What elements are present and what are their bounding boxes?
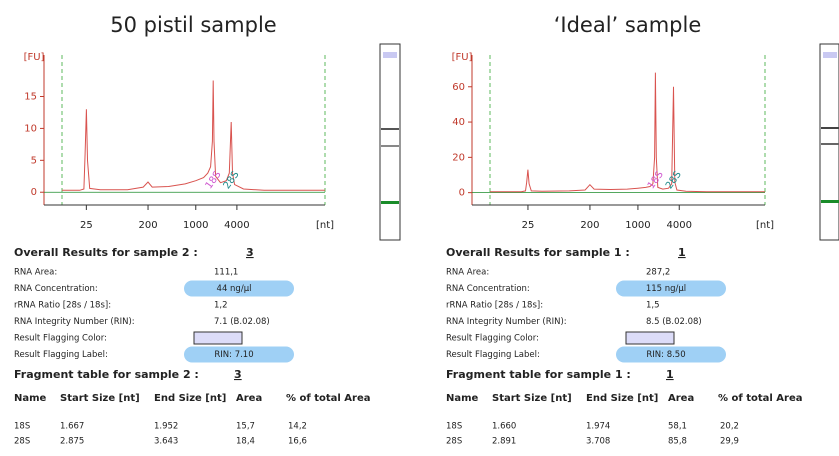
- field-label: rRNA Ratio [28s / 18s]:: [14, 301, 111, 311]
- x-tick-label: 200: [138, 220, 157, 231]
- table-cell: 29,9: [720, 437, 739, 447]
- table-cell: 18,4: [236, 437, 255, 447]
- fragment-value: 3: [234, 368, 242, 381]
- peak-label: 18S: [204, 169, 224, 191]
- x-tick-label: 1000: [183, 220, 208, 231]
- y-tick-label: 10: [24, 123, 37, 134]
- table-cell: 58,1: [668, 422, 687, 432]
- field-value: 1,5: [646, 301, 660, 311]
- table-cell: 1.660: [492, 422, 516, 432]
- table-cell: 20,2: [720, 422, 739, 432]
- field-label: Result Flagging Label:: [446, 350, 540, 360]
- overall-value: 1: [678, 246, 686, 259]
- figure: 50 pistil sample[FU][nt]0510152520010004…: [0, 0, 839, 452]
- column-header: Name: [14, 393, 47, 404]
- field-label: rRNA Ratio [28s / 18s]:: [446, 301, 543, 311]
- table-cell: 16,6: [288, 437, 307, 447]
- field-label: RNA Concentration:: [14, 284, 98, 294]
- field-label: Result Flagging Label:: [14, 350, 108, 360]
- field-label: RNA Integrity Number (RIN):: [14, 317, 135, 327]
- y-tick-label: 0: [459, 188, 465, 199]
- chart-title: ‘Ideal’ sample: [554, 13, 702, 37]
- table-cell: 28S: [446, 437, 462, 447]
- x-tick-label: 1000: [625, 220, 650, 231]
- y-tick-label: 0: [31, 187, 37, 198]
- field-value: 7.1 (B.02.08): [214, 317, 270, 327]
- field-value: 8.5 (B.02.08): [646, 317, 702, 327]
- chart-title: 50 pistil sample: [110, 13, 276, 37]
- field-value: RIN: 7.10: [214, 350, 253, 360]
- fragment-value: 1: [666, 368, 674, 381]
- y-tick-label: 5: [31, 155, 37, 166]
- table-cell: 18S: [446, 422, 462, 432]
- field-value: 44 ng/µl: [217, 284, 252, 294]
- gel-lane: [820, 44, 839, 240]
- x-tick-label: 25: [80, 220, 93, 231]
- column-header: Area: [668, 393, 694, 404]
- table-cell: 3.708: [586, 437, 610, 447]
- column-header: End Size [nt]: [154, 393, 226, 404]
- table-cell: 15,7: [236, 422, 255, 432]
- column-header: % of total Area: [286, 393, 371, 404]
- y-tick-label: 20: [452, 152, 465, 163]
- column-header: Start Size [nt]: [492, 393, 572, 404]
- flag-color-box: [626, 332, 674, 344]
- y-axis-label: [FU]: [452, 52, 473, 63]
- trace: [490, 73, 765, 192]
- field-value: 287,2: [646, 268, 670, 278]
- overall-label: Overall Results for sample 1 :: [446, 246, 630, 259]
- field-label: RNA Concentration:: [446, 284, 530, 294]
- x-tick-label: 200: [580, 220, 599, 231]
- table-cell: 28S: [14, 437, 30, 447]
- field-value: 1,2: [214, 301, 228, 311]
- y-axis-label: [FU]: [24, 52, 45, 63]
- y-tick-label: 40: [452, 117, 465, 128]
- trace: [62, 81, 325, 191]
- x-axis-label: [nt]: [756, 220, 774, 231]
- peak-label: 28S: [222, 169, 242, 191]
- column-header: % of total Area: [718, 393, 803, 404]
- y-tick-label: 15: [24, 91, 37, 102]
- peak-label: 18S: [646, 169, 666, 191]
- field-label: Result Flagging Color:: [14, 334, 107, 344]
- column-header: Name: [446, 393, 479, 404]
- x-tick-label: 4000: [224, 220, 249, 231]
- column-header: Area: [236, 393, 262, 404]
- y-tick-label: 60: [452, 82, 465, 93]
- field-value: 111,1: [214, 268, 238, 278]
- peak-label: 28S: [664, 169, 684, 191]
- fragment-label: Fragment table for sample 2 :: [14, 368, 199, 381]
- table-cell: 85,8: [668, 437, 687, 447]
- table-cell: 1.952: [154, 422, 178, 432]
- overall-value: 3: [246, 246, 254, 259]
- field-label: Result Flagging Color:: [446, 334, 539, 344]
- x-tick-label: 25: [522, 220, 535, 231]
- fragment-label: Fragment table for sample 1 :: [446, 368, 631, 381]
- table-cell: 3.643: [154, 437, 178, 447]
- field-value: RIN: 8.50: [646, 350, 685, 360]
- overall-label: Overall Results for sample 2 :: [14, 246, 198, 259]
- column-header: End Size [nt]: [586, 393, 658, 404]
- table-cell: 18S: [14, 422, 30, 432]
- column-header: Start Size [nt]: [60, 393, 140, 404]
- x-tick-label: 4000: [667, 220, 692, 231]
- table-cell: 2.891: [492, 437, 516, 447]
- x-axis-label: [nt]: [316, 220, 334, 231]
- table-cell: 1.667: [60, 422, 84, 432]
- flag-color-box: [194, 332, 242, 344]
- field-label: RNA Integrity Number (RIN):: [446, 317, 567, 327]
- table-cell: 1.974: [586, 422, 610, 432]
- table-cell: 14,2: [288, 422, 307, 432]
- gel-lane: [380, 44, 400, 240]
- table-cell: 2.875: [60, 437, 84, 447]
- field-label: RNA Area:: [14, 268, 57, 278]
- field-value: 115 ng/µl: [646, 284, 686, 294]
- field-label: RNA Area:: [446, 268, 489, 278]
